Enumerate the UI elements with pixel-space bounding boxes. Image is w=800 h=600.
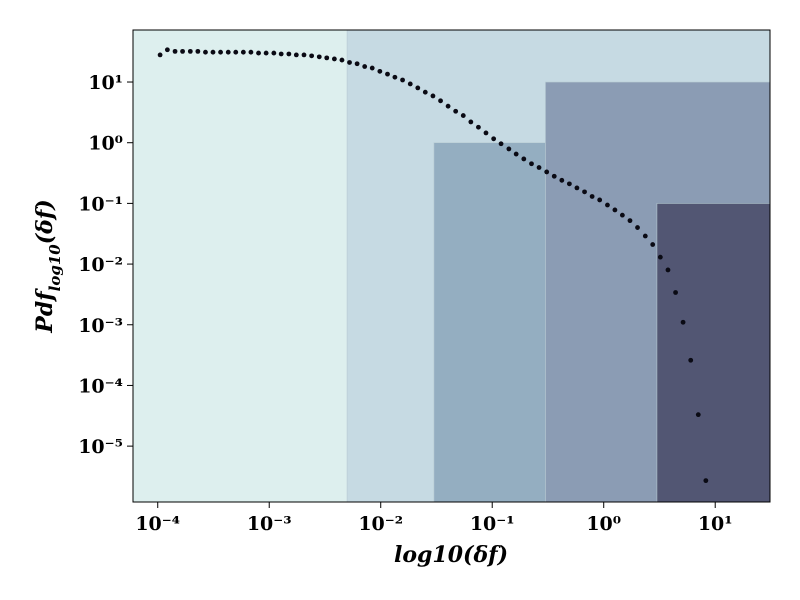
point (210, 49, 216, 55)
point (688, 357, 694, 363)
point (385, 71, 390, 77)
y-tick-label: 10⁻¹ (78, 193, 123, 215)
point (278, 51, 284, 57)
point (438, 98, 443, 104)
point (430, 93, 436, 99)
point (657, 254, 663, 260)
point (203, 49, 208, 55)
point (665, 267, 671, 273)
point (551, 173, 557, 179)
x-axis-label: log10(δf) (394, 542, 508, 568)
x-tick-label: 10⁻² (358, 513, 403, 535)
point (589, 194, 595, 199)
point (195, 48, 201, 54)
point (483, 130, 489, 136)
point (271, 50, 277, 56)
region (132, 29, 348, 503)
point (597, 197, 603, 203)
point (256, 50, 261, 56)
point (400, 77, 405, 83)
regions (132, 29, 771, 503)
point (301, 52, 307, 58)
x-tick-label: 10¹ (698, 513, 733, 535)
y-tick-label: 10⁻⁴ (78, 375, 123, 397)
y-tick-label: 10⁻³ (78, 315, 123, 337)
y-label-tail: (δf) (32, 199, 58, 244)
point (233, 49, 239, 55)
y-tick-label: 10¹ (88, 72, 123, 94)
y-label-sub: log10 (46, 244, 64, 292)
point (369, 65, 375, 71)
point (536, 165, 542, 170)
point (392, 74, 398, 80)
y-tick-label: 10⁻² (78, 254, 123, 276)
point (309, 53, 315, 59)
point (566, 181, 572, 187)
region (433, 142, 546, 503)
point (362, 64, 368, 69)
point (415, 85, 421, 91)
point (225, 49, 231, 55)
point (627, 218, 633, 224)
points (157, 47, 709, 484)
point (240, 49, 246, 55)
point (172, 48, 178, 54)
point (605, 202, 610, 208)
point (453, 108, 459, 114)
y-tick-label: 10⁰ (88, 133, 123, 155)
point (164, 47, 170, 53)
point (506, 146, 512, 152)
point (460, 113, 466, 118)
point (468, 119, 474, 125)
point (635, 225, 640, 230)
point (157, 52, 163, 58)
x-tick-label: 10⁻¹ (470, 513, 515, 535)
point (650, 242, 656, 247)
point (339, 57, 345, 63)
x-tick-label: 10⁰ (586, 513, 621, 535)
plot-frame (132, 29, 771, 503)
point (559, 177, 565, 183)
point (218, 49, 223, 55)
y-tick-label: 10⁻⁵ (78, 436, 123, 458)
point (574, 185, 580, 191)
point (407, 81, 413, 87)
point (619, 212, 625, 218)
axes: 10⁻⁴ 10⁻³ 10⁻² 10⁻¹ 10⁰ 10¹ 10⁻⁵ 10⁻⁴ 10⁻³ 10⁻² 10… (78, 29, 771, 535)
y-axis-label: Pdflog10(δf) (32, 199, 64, 333)
point (248, 49, 254, 55)
y-label-main: Pdf (32, 288, 58, 334)
point (180, 48, 185, 54)
point (544, 169, 550, 175)
x-tick-label: 10⁻⁴ (135, 513, 180, 535)
point (513, 151, 519, 157)
point (324, 55, 330, 61)
point (703, 478, 709, 484)
point (521, 156, 527, 162)
point (476, 124, 481, 130)
point (642, 233, 648, 239)
point (293, 52, 299, 58)
point (263, 50, 269, 56)
point (331, 56, 337, 62)
point (347, 60, 352, 65)
point (491, 136, 497, 142)
point (377, 68, 383, 74)
x-tick-label: 10⁻³ (247, 513, 292, 535)
point (582, 189, 587, 195)
point (695, 412, 701, 418)
point (187, 48, 193, 54)
point (445, 103, 451, 109)
point (422, 89, 428, 95)
point (529, 161, 534, 167)
point (354, 61, 360, 67)
point (673, 290, 678, 295)
point (612, 207, 618, 213)
point (680, 319, 686, 325)
point (286, 51, 292, 57)
region (656, 203, 771, 503)
point (316, 54, 322, 60)
point (498, 141, 504, 147)
